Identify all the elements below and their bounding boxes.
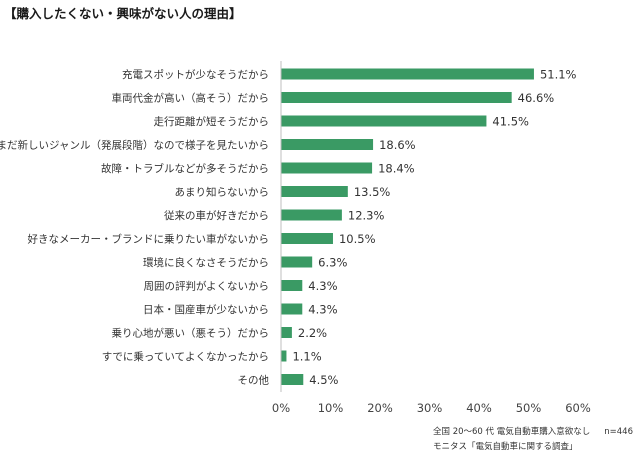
source-population: 全国 20～60 代 電気自動車購入意欲なし bbox=[433, 427, 591, 437]
category-label-13: すでに乗っていてよくなかったから bbox=[102, 351, 269, 363]
value-labels-group: 51.1% 46.6% 41.5% 18.6% 18.4% 13.5% 12.3% 10.5%… bbox=[292, 68, 576, 388]
x-tick-label-60: 60% bbox=[565, 401, 591, 415]
bar-9 bbox=[281, 256, 313, 268]
category-labels-group: 充電スポットが少なそうだから車両代金が高い（高そう）だから走行距離が短そうだから… bbox=[0, 68, 269, 387]
value-label-13: 1.1% bbox=[292, 350, 321, 364]
value-label-3: 41.5% bbox=[492, 115, 529, 129]
value-label-6: 13.5% bbox=[354, 185, 391, 199]
bars-group bbox=[281, 68, 534, 385]
value-label-10: 4.3% bbox=[308, 279, 337, 293]
bar-7 bbox=[281, 209, 342, 221]
value-label-11: 4.3% bbox=[308, 303, 337, 317]
category-label-10: 周囲の評判がよくないから bbox=[144, 280, 269, 293]
source-note-population: 全国 20～60 代 電気自動車購入意欲なし n=446 bbox=[433, 425, 633, 437]
sample-size: n=446 bbox=[604, 427, 633, 437]
category-label-3: 走行距離が短そうだから bbox=[154, 115, 270, 128]
bar-10 bbox=[281, 280, 303, 291]
x-tick-label-40: 40% bbox=[466, 401, 492, 415]
x-axis: 0% 10% 20% 30% 40% 50% 60% bbox=[272, 61, 591, 415]
value-label-8: 10.5% bbox=[339, 232, 376, 246]
x-tick-label-50: 50% bbox=[516, 401, 542, 415]
bar-4 bbox=[281, 139, 374, 150]
value-label-7: 12.3% bbox=[348, 209, 385, 223]
bar-1 bbox=[281, 68, 534, 80]
category-label-9: 環境に良くなさそうだから bbox=[143, 256, 269, 269]
chart-title: 【購入したくない・興味がない人の理由】 bbox=[4, 6, 242, 21]
category-label-4: まだ新しいジャンル（発展段階）なので様子を見たいから bbox=[0, 139, 269, 152]
category-label-8: 好きなメーカー・ブランドに乗りたい車がないから bbox=[28, 233, 270, 246]
value-label-2: 46.6% bbox=[518, 91, 555, 105]
value-label-5: 18.4% bbox=[378, 162, 415, 176]
x-tick-label-10: 10% bbox=[318, 401, 344, 415]
category-label-1: 充電スポットが少なそうだから bbox=[122, 68, 269, 81]
x-tick-label-0: 0% bbox=[272, 401, 290, 415]
bar-6 bbox=[281, 186, 348, 197]
source-note-survey: モニタス「電気自動車に関する調査」 bbox=[433, 442, 578, 452]
category-label-12: 乗り心地が悪い（悪そう）だから bbox=[112, 327, 270, 340]
bar-14 bbox=[281, 374, 304, 385]
value-label-12: 2.2% bbox=[298, 326, 327, 340]
value-label-4: 18.6% bbox=[379, 138, 416, 152]
category-label-2: 車両代金が高い（高そう）だから bbox=[112, 92, 270, 105]
category-label-5: 故障・トラブルなどが多そうだから bbox=[101, 162, 269, 175]
x-tick-label-20: 20% bbox=[367, 401, 393, 415]
x-tick-label-30: 30% bbox=[417, 401, 443, 415]
bar-11 bbox=[281, 303, 303, 315]
bar-2 bbox=[281, 92, 512, 103]
category-label-14: その他 bbox=[238, 374, 270, 387]
bar-12 bbox=[281, 327, 292, 338]
bar-3 bbox=[281, 115, 487, 127]
value-label-14: 4.5% bbox=[309, 373, 338, 387]
bar-13 bbox=[281, 350, 287, 362]
value-label-9: 6.3% bbox=[318, 256, 347, 270]
bar-5 bbox=[281, 162, 373, 174]
category-label-11: 日本・国産車が少ないから bbox=[143, 303, 269, 316]
bar-8 bbox=[281, 233, 333, 244]
category-label-7: 従来の車が好きだから bbox=[164, 209, 269, 222]
category-label-6: あまり知らないから bbox=[175, 186, 270, 199]
value-label-1: 51.1% bbox=[540, 68, 577, 82]
